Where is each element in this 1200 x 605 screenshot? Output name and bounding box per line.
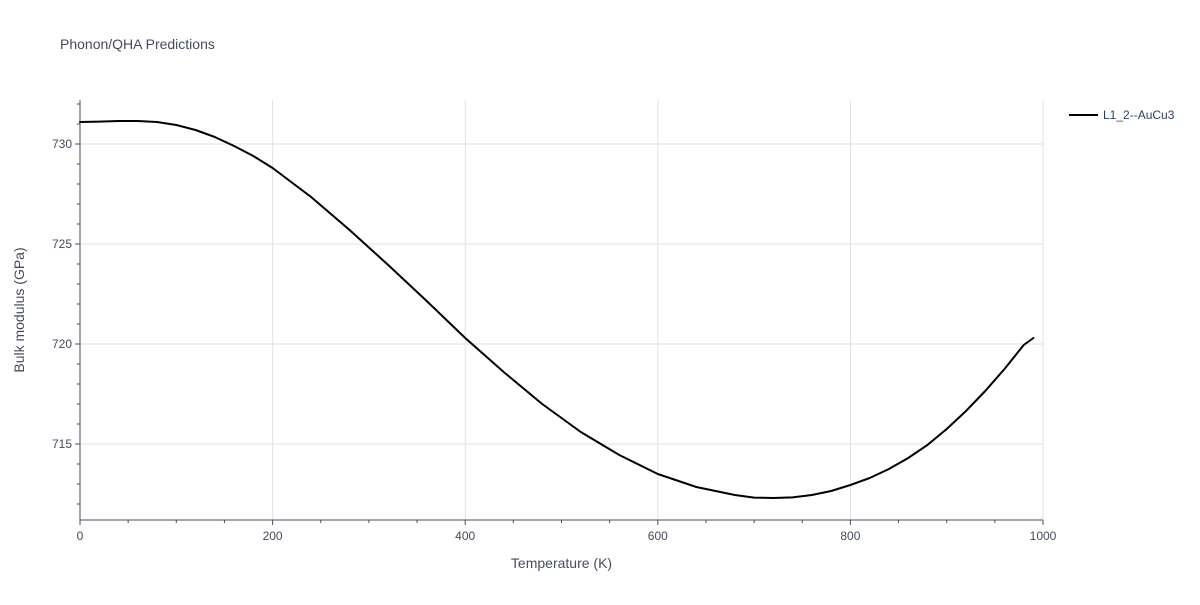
axes [79, 100, 1043, 521]
x-axis-label: Temperature (K) [511, 555, 612, 571]
y-axis-label: Bulk modulus (GPa) [11, 247, 27, 372]
y-tick-label: 720 [52, 337, 72, 351]
x-tick-label: 600 [648, 529, 668, 543]
y-tick-label: 730 [52, 137, 72, 151]
x-tick-label: 800 [840, 529, 860, 543]
x-tick-label: 200 [263, 529, 283, 543]
x-tick-label: 400 [455, 529, 475, 543]
chart-title: Phonon/QHA Predictions [60, 36, 215, 52]
y-tick-label: 715 [52, 437, 72, 451]
x-ticks: 0 200 400 600 800 1000 [77, 520, 1057, 543]
x-tick-label: 1000 [1030, 529, 1057, 543]
grid-lines [80, 100, 1044, 520]
series-lines [79, 120, 1035, 499]
legend[interactable]: L1_2--AuCu3 [1069, 108, 1175, 122]
x-tick-label: 0 [77, 529, 84, 543]
y-tick-label: 725 [52, 237, 72, 251]
series-line [79, 120, 1035, 499]
y-ticks: 715 720 725 730 [52, 103, 80, 505]
legend-label[interactable]: L1_2--AuCu3 [1103, 108, 1175, 122]
